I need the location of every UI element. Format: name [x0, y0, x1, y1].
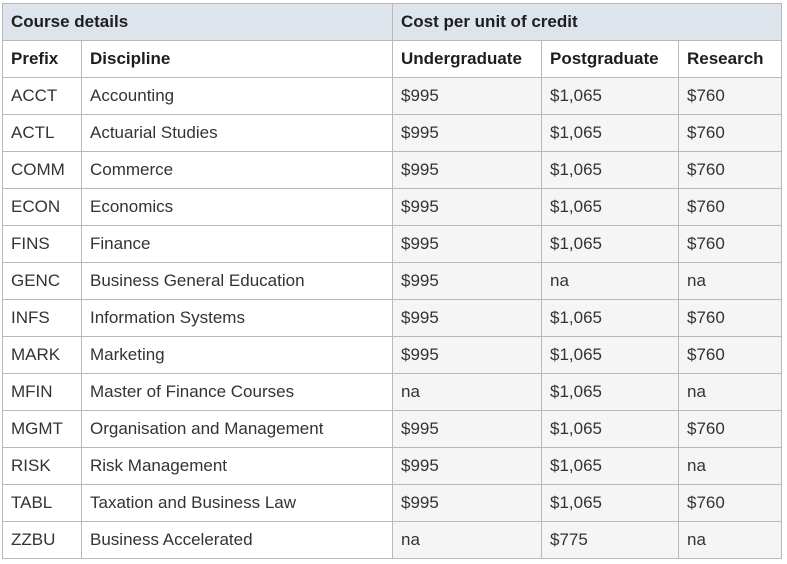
cell-postgraduate: $1,065	[541, 299, 679, 337]
cell-research: $760	[678, 336, 782, 374]
cell-research: $760	[678, 225, 782, 263]
column-header-row: Prefix Discipline Undergraduate Postgrad…	[2, 40, 782, 78]
cell-undergraduate: $995	[392, 299, 542, 337]
cell-discipline: Master of Finance Courses	[81, 373, 393, 411]
cell-prefix: ACCT	[2, 77, 82, 115]
cell-research: na	[678, 447, 782, 485]
column-header-discipline: Discipline	[81, 40, 393, 78]
table-row: FINS Finance $995 $1,065 $760	[2, 225, 782, 263]
group-header-row: Course details Cost per unit of credit	[2, 3, 782, 41]
cell-discipline: Economics	[81, 188, 393, 226]
cell-prefix: MARK	[2, 336, 82, 374]
cell-undergraduate: $995	[392, 188, 542, 226]
cell-prefix: GENC	[2, 262, 82, 300]
table-row: MFIN Master of Finance Courses na $1,065…	[2, 373, 782, 411]
cell-discipline: Marketing	[81, 336, 393, 374]
cell-discipline: Business Accelerated	[81, 521, 393, 559]
cell-undergraduate: $995	[392, 151, 542, 189]
cell-discipline: Risk Management	[81, 447, 393, 485]
column-header-research: Research	[678, 40, 782, 78]
cell-prefix: ZZBU	[2, 521, 82, 559]
cell-undergraduate: $995	[392, 410, 542, 448]
cell-research: $760	[678, 188, 782, 226]
cell-postgraduate: $1,065	[541, 225, 679, 263]
cell-research: $760	[678, 151, 782, 189]
cell-prefix: MFIN	[2, 373, 82, 411]
table-row: RISK Risk Management $995 $1,065 na	[2, 447, 782, 485]
cell-postgraduate: $1,065	[541, 410, 679, 448]
cell-postgraduate: $1,065	[541, 151, 679, 189]
table-row: ACCT Accounting $995 $1,065 $760	[2, 77, 782, 115]
cell-prefix: INFS	[2, 299, 82, 337]
cell-postgraduate: $1,065	[541, 188, 679, 226]
table-row: TABL Taxation and Business Law $995 $1,0…	[2, 484, 782, 522]
cell-postgraduate: $1,065	[541, 114, 679, 152]
cell-undergraduate: $995	[392, 114, 542, 152]
cell-undergraduate: $995	[392, 447, 542, 485]
cell-discipline: Commerce	[81, 151, 393, 189]
table-row: ECON Economics $995 $1,065 $760	[2, 188, 782, 226]
table-row: COMM Commerce $995 $1,065 $760	[2, 151, 782, 189]
cell-undergraduate: $995	[392, 484, 542, 522]
cell-prefix: MGMT	[2, 410, 82, 448]
cell-discipline: Actuarial Studies	[81, 114, 393, 152]
cell-postgraduate: $1,065	[541, 373, 679, 411]
cell-undergraduate: $995	[392, 225, 542, 263]
cell-research: na	[678, 521, 782, 559]
cell-prefix: FINS	[2, 225, 82, 263]
cell-prefix: RISK	[2, 447, 82, 485]
cell-discipline: Finance	[81, 225, 393, 263]
cell-research: $760	[678, 114, 782, 152]
cell-prefix: TABL	[2, 484, 82, 522]
table-row: ZZBU Business Accelerated na $775 na	[2, 521, 782, 559]
group-header-course-details: Course details	[2, 3, 393, 41]
table-row: MARK Marketing $995 $1,065 $760	[2, 336, 782, 374]
table-row: INFS Information Systems $995 $1,065 $76…	[2, 299, 782, 337]
cell-undergraduate: $995	[392, 262, 542, 300]
cell-discipline: Information Systems	[81, 299, 393, 337]
cell-undergraduate: na	[392, 373, 542, 411]
cell-research: $760	[678, 410, 782, 448]
cell-discipline: Business General Education	[81, 262, 393, 300]
cell-research: $760	[678, 77, 782, 115]
cell-postgraduate: na	[541, 262, 679, 300]
cell-undergraduate: $995	[392, 77, 542, 115]
cell-research: $760	[678, 484, 782, 522]
cell-discipline: Accounting	[81, 77, 393, 115]
table-row: MGMT Organisation and Management $995 $1…	[2, 410, 782, 448]
cell-research: $760	[678, 299, 782, 337]
cell-postgraduate: $1,065	[541, 336, 679, 374]
cell-prefix: ECON	[2, 188, 82, 226]
table-row: ACTL Actuarial Studies $995 $1,065 $760	[2, 114, 782, 152]
cell-discipline: Organisation and Management	[81, 410, 393, 448]
column-header-prefix: Prefix	[2, 40, 82, 78]
cell-postgraduate: $1,065	[541, 484, 679, 522]
cell-prefix: ACTL	[2, 114, 82, 152]
group-header-cost-per-unit: Cost per unit of credit	[392, 3, 782, 41]
cell-postgraduate: $1,065	[541, 77, 679, 115]
cell-research: na	[678, 373, 782, 411]
cell-postgraduate: $775	[541, 521, 679, 559]
cell-discipline: Taxation and Business Law	[81, 484, 393, 522]
cell-postgraduate: $1,065	[541, 447, 679, 485]
cell-prefix: COMM	[2, 151, 82, 189]
course-cost-table: Course details Cost per unit of credit P…	[2, 3, 782, 559]
cell-undergraduate: na	[392, 521, 542, 559]
cell-undergraduate: $995	[392, 336, 542, 374]
column-header-postgraduate: Postgraduate	[541, 40, 679, 78]
table-row: GENC Business General Education $995 na …	[2, 262, 782, 300]
column-header-undergraduate: Undergraduate	[392, 40, 542, 78]
cell-research: na	[678, 262, 782, 300]
